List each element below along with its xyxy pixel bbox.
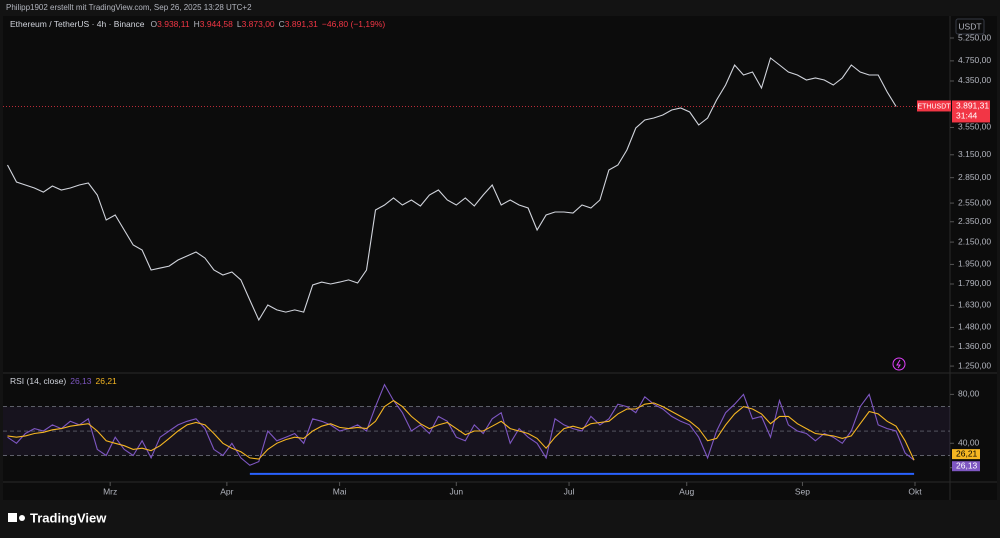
currency-button[interactable] <box>955 18 985 35</box>
y-tick-label: 1.250,00 <box>958 360 991 370</box>
y-tick-label: 1.480,00 <box>958 322 991 332</box>
price-box <box>952 100 990 123</box>
x-tick-label: Sep <box>795 486 810 496</box>
rsi-value-label: 26,13 <box>956 460 978 470</box>
series-line <box>7 383 915 466</box>
rsi-value-label: 26,21 <box>956 448 978 458</box>
symbol-label: ETHUSDT <box>917 103 951 110</box>
y-tick-label: 5.250,00 <box>958 32 991 42</box>
change: −46,80 (−1,19%) <box>322 19 385 29</box>
logo-dot <box>19 515 25 521</box>
ohlc-value: 3.944,58 <box>200 19 233 29</box>
y-tick-label: 4.750,00 <box>958 55 991 65</box>
x-tick-label: Aug <box>679 486 694 496</box>
brand: TradingView <box>30 510 107 525</box>
rsi-header: RSI (14, close) 26,13 26,21 <box>10 376 117 386</box>
ohlc-key: H <box>194 19 200 29</box>
y-tick-label: 2.550,00 <box>958 197 991 207</box>
ohlc-key: L <box>237 19 242 29</box>
y-tick-label: 3.550,00 <box>958 122 991 132</box>
ohlc-value: 3.938,11 <box>157 19 190 29</box>
x-tick-label: Jul <box>564 486 575 496</box>
x-tick-label: Jun <box>449 486 463 496</box>
x-tick-label: Mrz <box>103 486 117 496</box>
rsi-value-box <box>952 461 980 472</box>
y-tick-label: 1.630,00 <box>958 300 991 310</box>
countdown: 31:44 <box>956 111 978 121</box>
symbol: Ethereum / TetherUS · 4h · Binance <box>10 19 145 29</box>
credit: Philipp1902 erstellt mit TradingView.com… <box>6 3 252 12</box>
y-tick-label: 2.850,00 <box>958 172 991 182</box>
y-tick-label: 1.950,00 <box>958 259 991 269</box>
y-tick-label: 40,00 <box>958 438 980 448</box>
rsi-title: RSI (14, close) <box>10 376 66 386</box>
series-line <box>7 57 897 322</box>
header: Ethereum / TetherUS · 4h · Binance O3.938… <box>10 19 385 29</box>
price-label: 3.891,31 <box>956 101 989 111</box>
x-tick-label: Mai <box>333 486 347 496</box>
rsi-value: 26,13 <box>70 376 92 386</box>
y-tick-label: 1.790,00 <box>958 278 991 288</box>
y-tick-label: 2.350,00 <box>958 216 991 226</box>
alert-icon[interactable] <box>892 357 906 371</box>
ohlc-value: 3.873,00 <box>242 19 275 29</box>
symbol-box <box>917 100 951 112</box>
y-tick-label: 1.360,00 <box>958 341 991 351</box>
x-tick-label: Okt <box>908 486 922 496</box>
rsi-value: 26,21 <box>96 376 118 386</box>
ohlc-key: C <box>279 19 285 29</box>
y-tick-label: 3.150,00 <box>958 149 991 159</box>
logo-icon <box>8 513 17 522</box>
rsi-value-box <box>952 449 980 460</box>
ohlc-key: O <box>151 19 158 29</box>
y-tick-label: 80,00 <box>958 389 980 399</box>
y-tick-label: 2.150,00 <box>958 236 991 246</box>
ohlc-value: 3.891,31 <box>285 19 318 29</box>
chart-area <box>3 16 997 500</box>
alert-bolt <box>896 359 901 369</box>
y-tick-label: 4.350,00 <box>958 75 991 85</box>
series-line <box>7 399 915 461</box>
x-tick-label: Apr <box>220 486 233 496</box>
currency-label[interactable]: USDT <box>958 21 981 31</box>
